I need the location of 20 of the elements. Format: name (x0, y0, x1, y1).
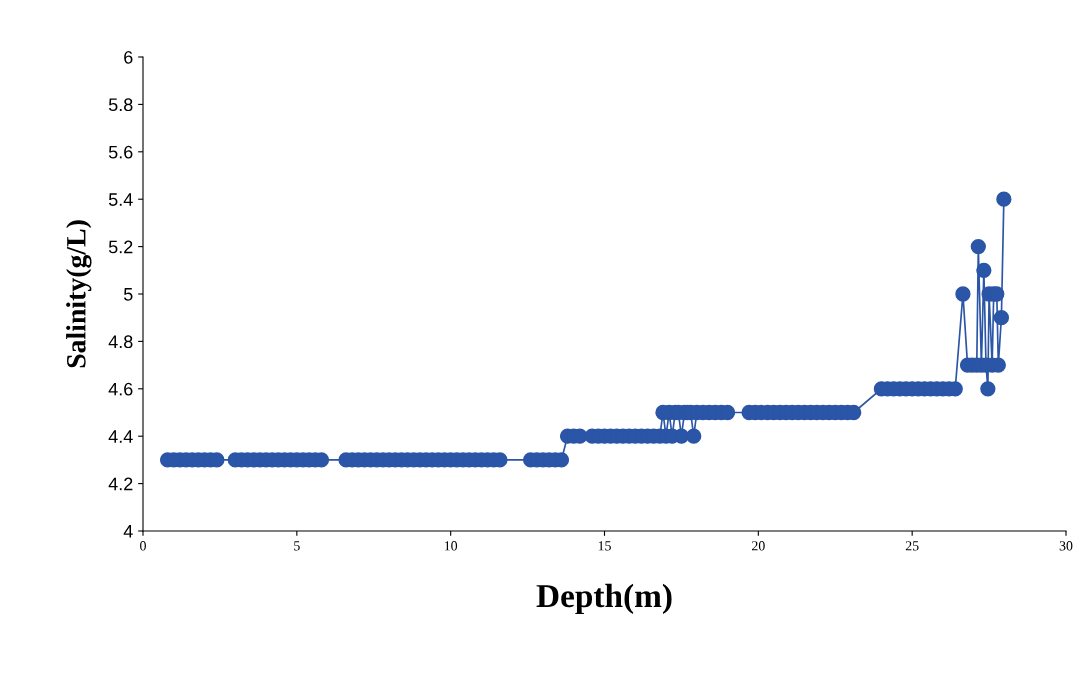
x-tick-label: 25 (905, 541, 919, 551)
x-tick-label: 0 (140, 541, 146, 551)
x-tick-label: 10 (444, 541, 458, 551)
y-tick-label: 4.4 (108, 430, 133, 443)
y-tick-label: 5 (123, 288, 133, 301)
y-tick-label: 5.2 (108, 240, 133, 254)
y-tick-label: 4.2 (108, 477, 133, 491)
y-tick-label: 5.8 (108, 98, 133, 112)
y-tick-label: 6 (124, 50, 133, 64)
y-tick-label: 4.6 (108, 382, 133, 396)
x-tick-label: 5 (294, 541, 300, 551)
y-axis-title: Salinity(g/L) (66, 220, 92, 368)
x-axis-title: Depth(m) (536, 583, 672, 615)
y-tick-label: 4.8 (108, 335, 133, 349)
x-tick-label: 15 (598, 541, 611, 551)
y-tick-label: 5.4 (108, 193, 133, 206)
x-tick-label: 20 (752, 541, 765, 551)
y-tick-label: 5.6 (108, 145, 133, 159)
x-tick-label: 30 (1059, 541, 1073, 551)
y-tick-label: 4 (123, 525, 133, 538)
